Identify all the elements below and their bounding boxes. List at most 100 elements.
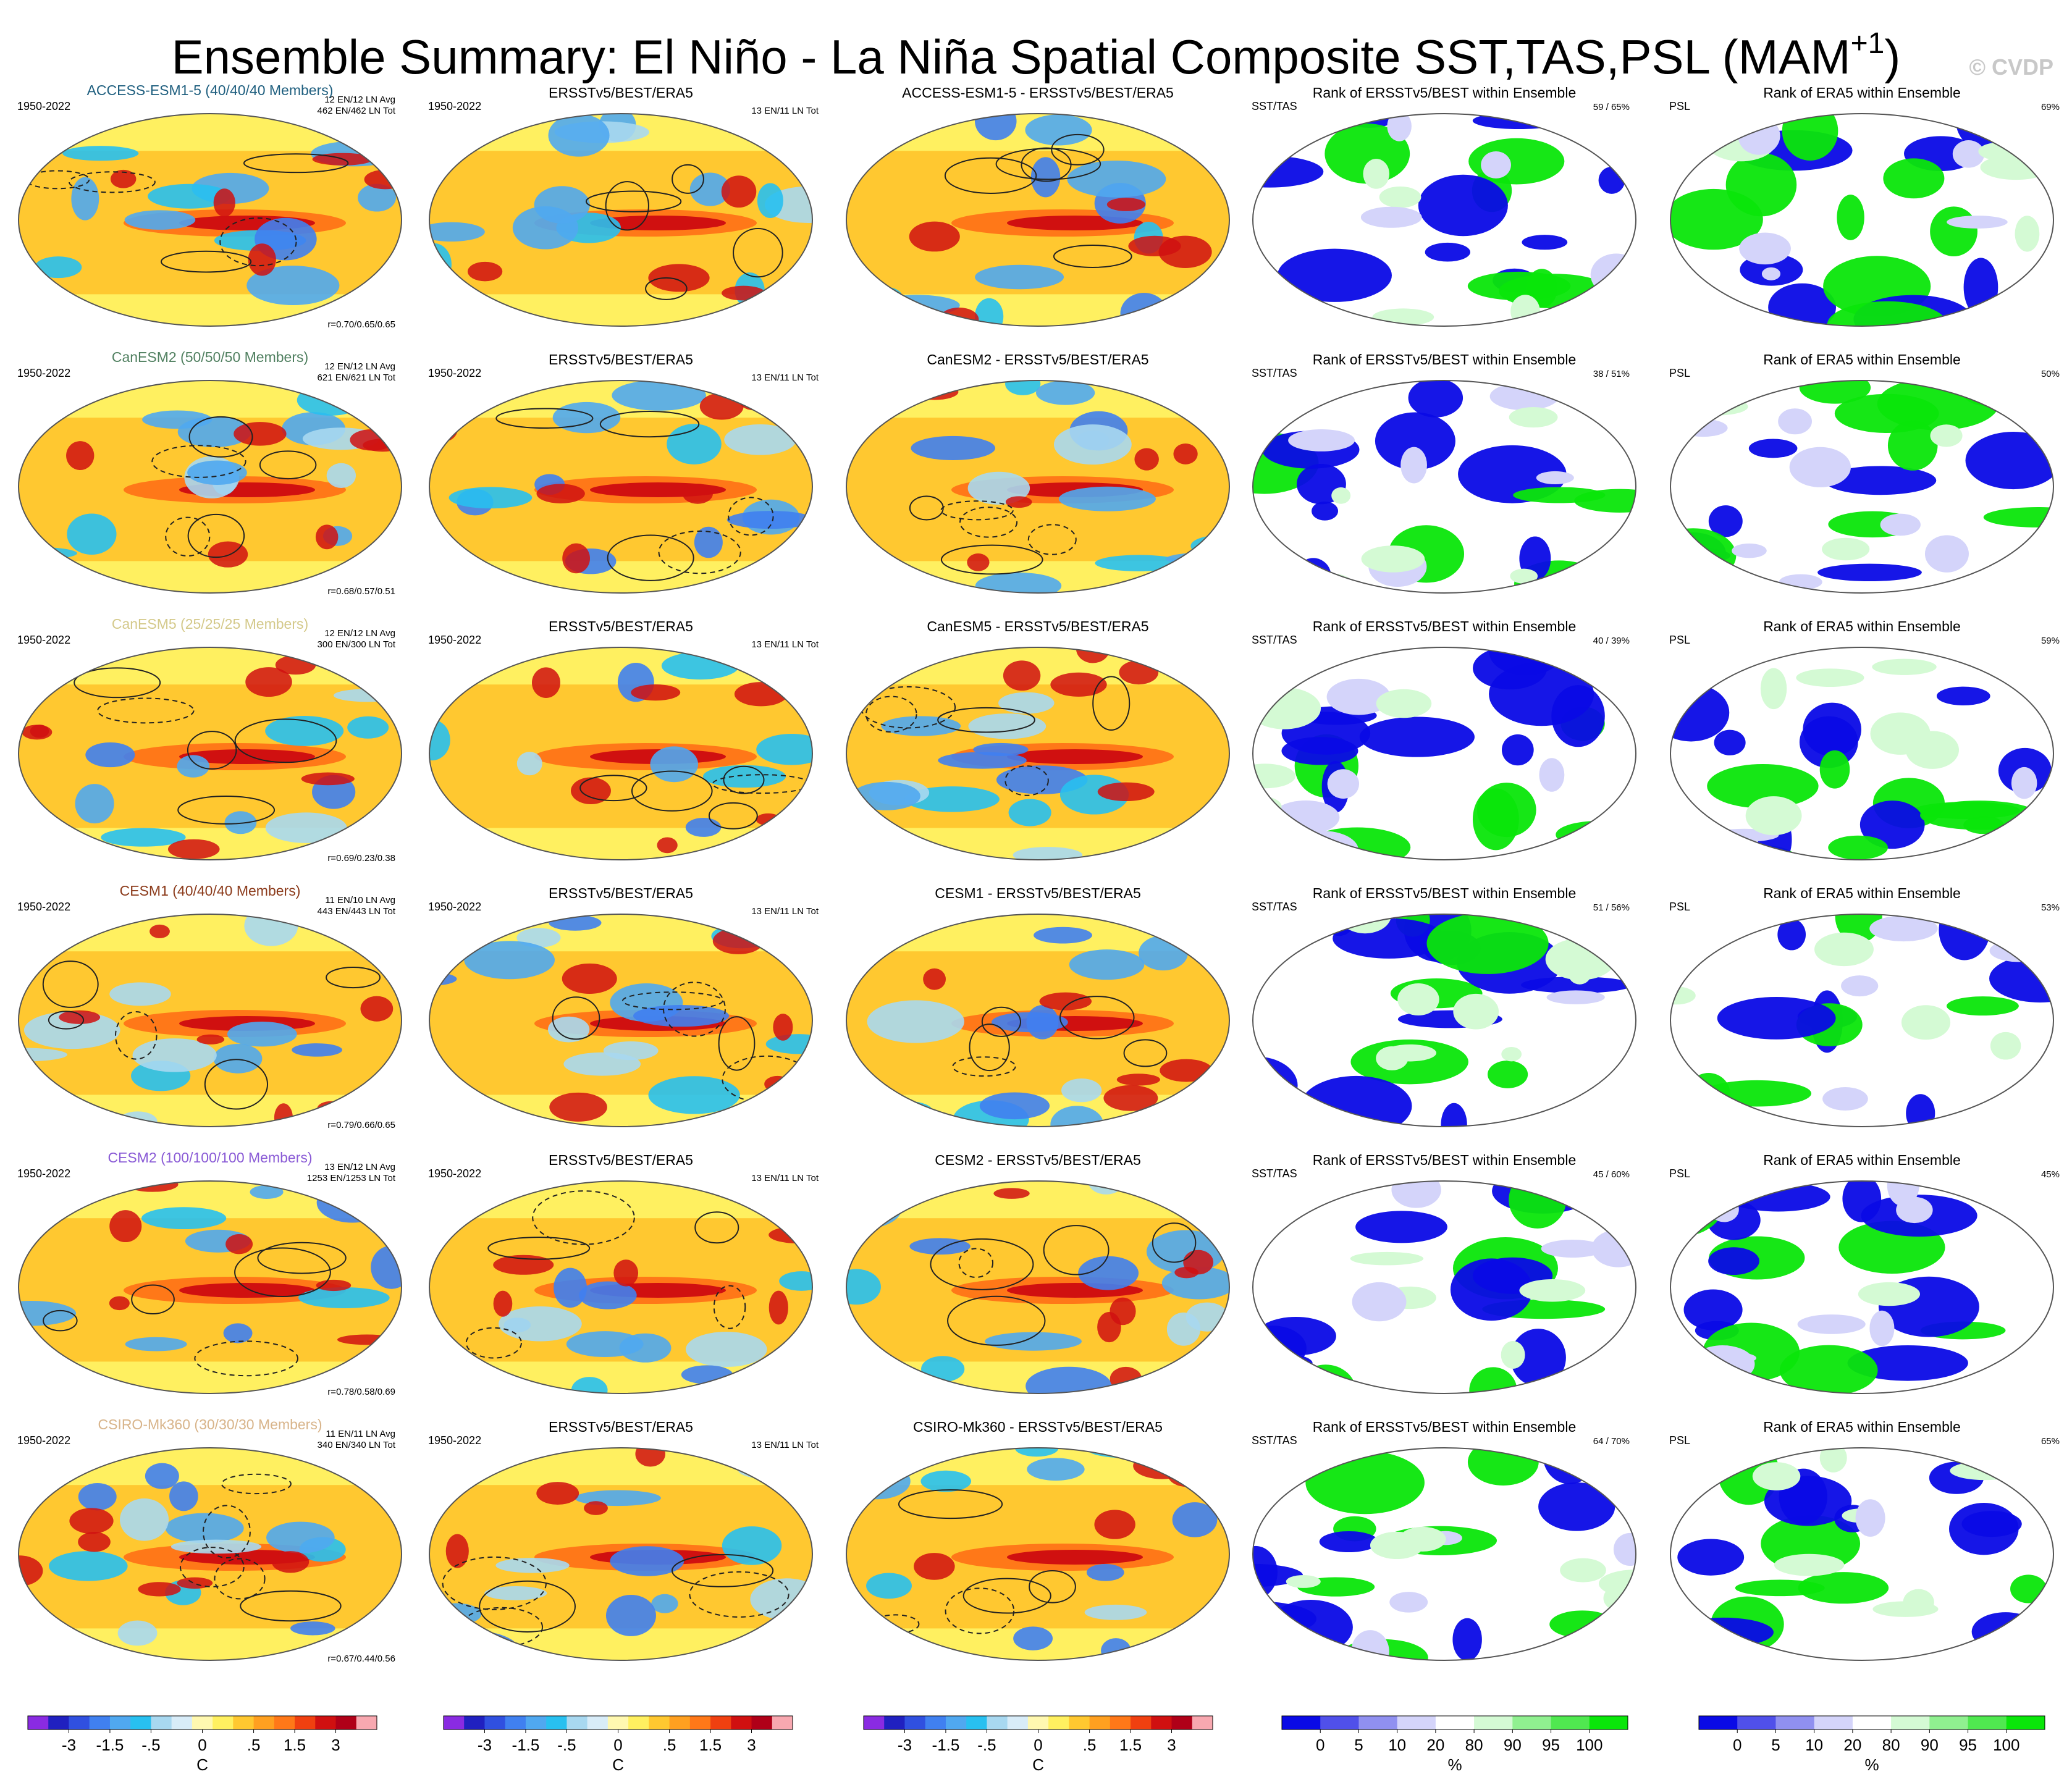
colorbar-swatch — [171, 1716, 193, 1729]
obs-count-label: 13 EN/11 LN Tot — [751, 1173, 819, 1183]
colorbar-swatch — [295, 1716, 316, 1729]
colorbar-swatch — [1814, 1716, 1853, 1729]
colorbar-tick: 1.5 — [1119, 1736, 1142, 1754]
colorbar-swatch — [505, 1716, 526, 1729]
colorbar-swatch — [1929, 1716, 1969, 1729]
period-label: 1950-2022 — [428, 1434, 481, 1447]
rank-sst-title: Rank of ERSSTv5/BEST within Ensemble — [1313, 351, 1577, 368]
colorbar-swatch — [1589, 1716, 1628, 1729]
period-label: 1950-2022 — [428, 100, 481, 112]
colorbar-tick: 0 — [1316, 1736, 1324, 1754]
colorbar-tick: -3 — [898, 1736, 912, 1754]
colorbar-rank: 0 5 10 20 80 90 95 100% — [1698, 1715, 2045, 1774]
avg-count-label: 11 EN/11 LN Avg — [326, 1429, 395, 1439]
period-label: 1950-2022 — [17, 100, 70, 112]
rank-sst-title: Rank of ERSSTv5/BEST within Ensemble — [1313, 1152, 1577, 1168]
colorbar-swatch — [1110, 1716, 1131, 1729]
colorbar-swatch — [525, 1716, 547, 1729]
rank-map — [1670, 380, 2054, 594]
obs-title: ERSSTv5/BEST/ERA5 — [549, 618, 693, 634]
colorbar-swatch — [444, 1716, 465, 1729]
colorbar-swatch — [1320, 1716, 1359, 1729]
colorbar-swatch — [1171, 1716, 1193, 1729]
colorbar-swatch — [1069, 1716, 1090, 1729]
colorbar-swatch — [864, 1716, 885, 1729]
rank-map — [1670, 914, 2054, 1127]
model-map — [18, 647, 402, 860]
correlation-label: r=0.68/0.57/0.51 — [327, 586, 395, 597]
model-map — [18, 113, 402, 327]
rank-sst-label: SST/TAS — [1252, 634, 1297, 646]
colorbar-swatch — [772, 1716, 793, 1729]
colorbar-swatch — [546, 1716, 567, 1729]
colorbar-swatch — [1775, 1716, 1815, 1729]
rank-sst-title: Rank of ERSSTv5/BEST within Ensemble — [1313, 1419, 1577, 1435]
rank-map — [1252, 914, 1636, 1127]
rank-psl-value: 69% — [2041, 102, 2060, 112]
obs-map — [429, 380, 813, 594]
rank-psl-title: Rank of ERA5 within Ensemble — [1763, 1152, 1961, 1168]
diff-title: CanESM2 - ERSSTv5/BEST/ERA5 — [927, 351, 1148, 368]
period-label: 1950-2022 — [428, 1167, 481, 1180]
colorbar-swatch — [587, 1716, 609, 1729]
obs-title: ERSSTv5/BEST/ERA5 — [549, 1152, 693, 1168]
obs-map — [429, 647, 813, 860]
rank-map — [1252, 1180, 1636, 1394]
colorbar-swatch — [966, 1716, 987, 1729]
colorbar-tick: 0 — [1733, 1736, 1741, 1754]
obs-title: ERSSTv5/BEST/ERA5 — [549, 1419, 693, 1435]
rank-sst-label: SST/TAS — [1252, 901, 1297, 913]
avg-count-label: 12 EN/12 LN Avg — [324, 361, 395, 372]
obs-count-label: 13 EN/11 LN Tot — [751, 1440, 819, 1450]
rank-map — [1670, 113, 2054, 327]
colorbar-tick: -.5 — [977, 1736, 996, 1754]
colorbar-swatch — [151, 1716, 172, 1729]
correlation-label: r=0.79/0.66/0.65 — [327, 1120, 395, 1130]
colorbar-swatch — [1007, 1716, 1029, 1729]
rank-psl-value: 45% — [2041, 1169, 2060, 1180]
colorbar-tick: 1.5 — [699, 1736, 722, 1754]
colorbar-swatch — [751, 1716, 773, 1729]
correlation-label: r=0.70/0.65/0.65 — [327, 319, 395, 330]
colorbar-swatch — [484, 1716, 506, 1729]
colorbar-swatch — [1551, 1716, 1590, 1729]
colorbar-swatch — [1089, 1716, 1111, 1729]
colorbar-swatch — [607, 1716, 629, 1729]
rank-map — [1670, 647, 2054, 860]
rank-psl-label: PSL — [1669, 1167, 1690, 1180]
figure-title: Ensemble Summary: El Niño - La Niña Spat… — [171, 27, 1901, 84]
colorbar-swatch — [1968, 1716, 2007, 1729]
colorbar-tick: -.5 — [557, 1736, 576, 1754]
colorbar-swatch — [1131, 1716, 1152, 1729]
colorbar-swatch — [884, 1716, 905, 1729]
model-map — [18, 380, 402, 594]
colorbar-tick: .5 — [247, 1736, 261, 1754]
colorbar-rank: 0 5 10 20 80 90 95 100% — [1281, 1715, 1628, 1774]
rank-sst-label: SST/TAS — [1252, 100, 1297, 112]
colorbar-tick: .5 — [1083, 1736, 1097, 1754]
colorbar-swatch — [274, 1716, 295, 1729]
colorbar-swatch — [48, 1716, 69, 1729]
rank-sst-value: 40 / 39% — [1593, 636, 1630, 646]
colorbar-unit: % — [1447, 1755, 1462, 1774]
colorbar-tick: 0 — [613, 1736, 622, 1754]
obs-map — [429, 1447, 813, 1661]
colorbar-swatch — [315, 1716, 337, 1729]
diff-map — [846, 113, 1230, 327]
model-map — [18, 1180, 402, 1394]
obs-map — [429, 914, 813, 1127]
rank-sst-label: SST/TAS — [1252, 1434, 1297, 1447]
period-label: 1950-2022 — [17, 1434, 70, 1447]
colorbar-unit: C — [196, 1755, 208, 1774]
model-map — [18, 914, 402, 1127]
colorbar-swatch — [710, 1716, 731, 1729]
colorbar-composite: -3 -1.5 -.5 0 .5 1.5 3 C — [443, 1715, 793, 1774]
colorbar-swatch — [213, 1716, 234, 1729]
rank-sst-value: 38 / 51% — [1593, 369, 1630, 379]
colorbar-swatch — [233, 1716, 255, 1729]
colorbar-swatch — [89, 1716, 111, 1729]
colorbar-tick: -.5 — [141, 1736, 160, 1754]
colorbar-tick: 100 — [1993, 1736, 2019, 1754]
colorbar-composite: -3 -1.5 -.5 0 .5 1.5 3 C — [27, 1715, 377, 1774]
